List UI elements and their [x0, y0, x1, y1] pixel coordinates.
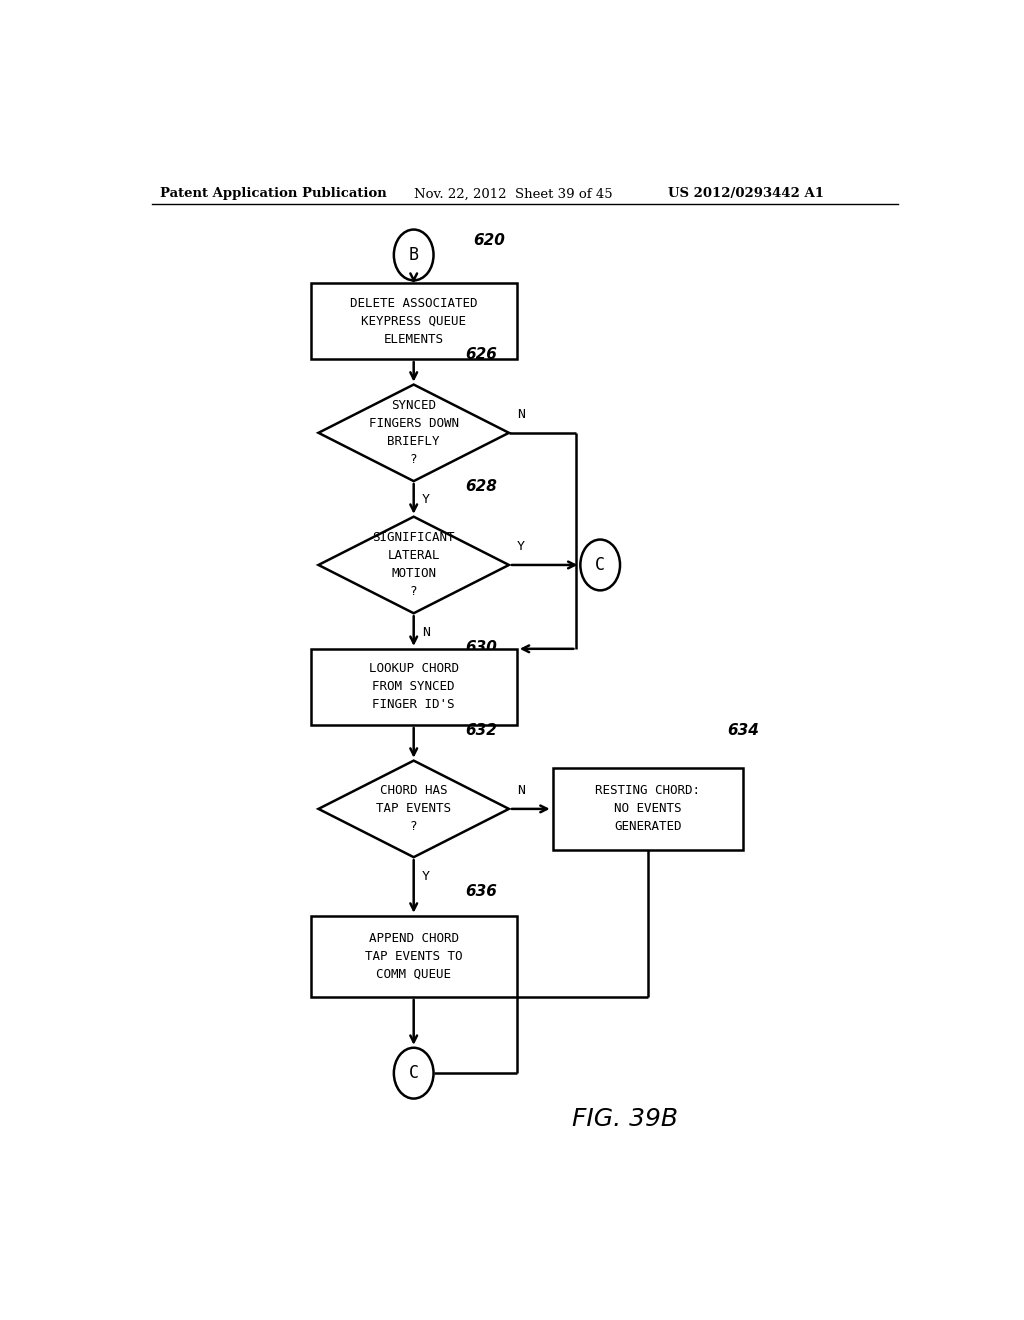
Text: SIGNIFICANT
LATERAL
MOTION
?: SIGNIFICANT LATERAL MOTION ? — [373, 532, 455, 598]
Polygon shape — [318, 760, 509, 857]
Text: Y: Y — [422, 870, 430, 883]
Text: SYNCED
FINGERS DOWN
BRIEFLY
?: SYNCED FINGERS DOWN BRIEFLY ? — [369, 400, 459, 466]
Circle shape — [581, 540, 621, 590]
Polygon shape — [318, 384, 509, 480]
Polygon shape — [318, 516, 509, 614]
Text: LOOKUP CHORD
FROM SYNCED
FINGER ID'S: LOOKUP CHORD FROM SYNCED FINGER ID'S — [369, 663, 459, 711]
Text: DELETE ASSOCIATED
KEYPRESS QUEUE
ELEMENTS: DELETE ASSOCIATED KEYPRESS QUEUE ELEMENT… — [350, 297, 477, 346]
Text: 632: 632 — [465, 723, 498, 738]
Text: 626: 626 — [465, 347, 498, 362]
Text: 636: 636 — [465, 884, 498, 899]
Text: Nov. 22, 2012  Sheet 39 of 45: Nov. 22, 2012 Sheet 39 of 45 — [414, 187, 612, 201]
Text: 620: 620 — [473, 232, 505, 248]
Text: FIG. 39B: FIG. 39B — [572, 1107, 679, 1131]
Text: Y: Y — [422, 494, 430, 507]
Text: C: C — [595, 556, 605, 574]
Text: C: C — [409, 1064, 419, 1082]
Text: N: N — [517, 408, 525, 421]
Circle shape — [394, 230, 433, 280]
Circle shape — [394, 1048, 433, 1098]
Text: 630: 630 — [465, 640, 498, 655]
Text: RESTING CHORD:
NO EVENTS
GENERATED: RESTING CHORD: NO EVENTS GENERATED — [595, 784, 700, 833]
Bar — [310, 916, 517, 997]
Bar — [553, 768, 743, 850]
Text: APPEND CHORD
TAP EVENTS TO
COMM QUEUE: APPEND CHORD TAP EVENTS TO COMM QUEUE — [365, 932, 463, 981]
Text: CHORD HAS
TAP EVENTS
?: CHORD HAS TAP EVENTS ? — [376, 784, 452, 833]
Text: B: B — [409, 246, 419, 264]
Text: Y: Y — [517, 540, 525, 553]
Text: 628: 628 — [465, 479, 498, 494]
Text: N: N — [517, 784, 525, 797]
Text: 634: 634 — [727, 723, 759, 738]
Bar — [310, 282, 517, 359]
Text: N: N — [422, 626, 430, 639]
Bar — [310, 649, 517, 725]
Text: US 2012/0293442 A1: US 2012/0293442 A1 — [668, 187, 823, 201]
Text: Patent Application Publication: Patent Application Publication — [160, 187, 386, 201]
